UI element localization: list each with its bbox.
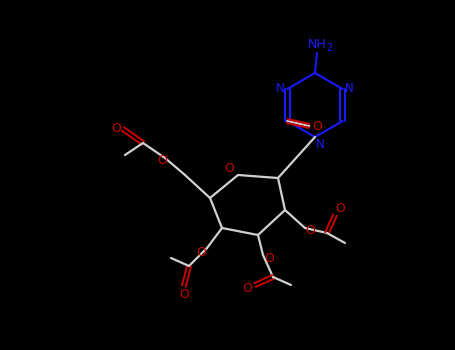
Text: O: O xyxy=(179,287,189,301)
Text: O: O xyxy=(335,203,345,216)
Text: O: O xyxy=(157,154,167,168)
Text: O: O xyxy=(111,121,121,134)
Text: O: O xyxy=(242,282,252,295)
Text: 2: 2 xyxy=(326,43,332,53)
Text: N: N xyxy=(316,138,324,150)
Text: O: O xyxy=(224,161,234,175)
Text: N: N xyxy=(276,83,285,96)
Text: O: O xyxy=(312,119,322,133)
Text: O: O xyxy=(305,224,315,238)
Text: O: O xyxy=(196,245,206,259)
Text: O: O xyxy=(264,252,274,266)
Text: NH: NH xyxy=(308,38,326,51)
Text: N: N xyxy=(345,83,354,96)
